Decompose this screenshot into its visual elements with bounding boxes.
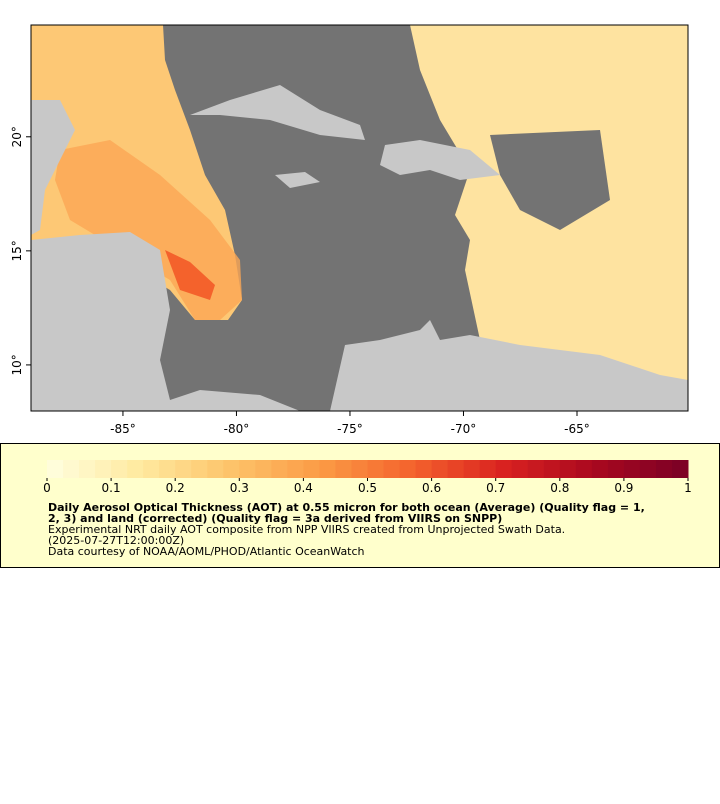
x-tick-label: -70° [451, 422, 477, 436]
colorbar-swatch [639, 460, 657, 478]
colorbar-swatch [111, 460, 128, 478]
colorbar-tick-label: 0.3 [230, 481, 249, 495]
land [330, 320, 688, 411]
caption-line: Experimental NRT daily AOT composite fro… [48, 523, 565, 536]
caption-title: Daily Aerosol Optical Thickness (AOT) at… [48, 501, 645, 514]
map [31, 25, 688, 411]
colorbar-swatch [655, 460, 673, 478]
caption-line: (2025-07-27T12:00:00Z) [48, 534, 184, 547]
land [31, 100, 75, 235]
caption-line: Data courtesy of NOAA/AOML/PHOD/Atlantic… [48, 545, 365, 558]
colorbar-swatch [607, 460, 625, 478]
colorbar-swatch [447, 460, 465, 478]
caption-title: 2, 3) and land (corrected) (Quality flag… [48, 512, 502, 525]
colorbar-swatch [191, 460, 208, 478]
colorbar-swatch [255, 460, 272, 478]
colorbar-tick-label: 0.5 [358, 481, 377, 495]
colorbar-tick-label: 0.9 [614, 481, 633, 495]
colorbar-swatch [287, 460, 304, 478]
colorbar-swatch [159, 460, 176, 478]
land [275, 172, 320, 188]
colorbar-swatch [415, 460, 433, 478]
land [31, 232, 300, 411]
colorbar-swatch [239, 460, 256, 478]
land [380, 140, 500, 180]
aot-high [165, 250, 215, 300]
colorbar-swatch [495, 460, 513, 478]
colorbar-swatch [207, 460, 224, 478]
colorbar-swatch [79, 460, 96, 478]
colorbar-swatch [175, 460, 192, 478]
colorbar-swatch [479, 460, 497, 478]
colorbar-tick-label: 1 [684, 481, 692, 495]
colorbar-swatch [63, 460, 80, 478]
y-tick-label: 10° [10, 354, 24, 375]
colorbar-swatch [367, 460, 385, 478]
colorbar-swatch [511, 460, 529, 478]
colorbar-swatch [303, 460, 320, 478]
y-tick-label: 20° [10, 126, 24, 147]
colorbar-tick-label: 0.7 [486, 481, 505, 495]
colorbar-swatch [671, 460, 689, 478]
colorbar-swatch [335, 460, 352, 478]
colorbar-swatch [383, 460, 401, 478]
colorbar-swatch [623, 460, 641, 478]
colorbar-tick-label: 0.6 [422, 481, 441, 495]
colorbar-tick-label: 0.8 [550, 481, 569, 495]
colorbar-swatch [559, 460, 577, 478]
colorbar-swatch [575, 460, 593, 478]
colorbar-swatch [431, 460, 449, 478]
colorbar-tick-label: 0 [43, 481, 51, 495]
colorbar-tick-label: 0.1 [102, 481, 121, 495]
x-tick-label: -85° [110, 422, 136, 436]
map-frame [30, 24, 689, 412]
y-tick-label: 15° [10, 240, 24, 261]
colorbar-swatch [463, 460, 481, 478]
colorbar-swatch [143, 460, 160, 478]
colorbar-tick-label: 0.2 [166, 481, 185, 495]
colorbar-swatch [271, 460, 288, 478]
colorbar-swatch [223, 460, 240, 478]
x-tick-label: -75° [337, 422, 363, 436]
land [190, 85, 365, 140]
colorbar-swatch [351, 460, 368, 478]
colorbar-swatch [127, 460, 144, 478]
colorbar-swatch [95, 460, 112, 478]
colorbar-swatch [319, 460, 336, 478]
colorbar-tick-label: 0.4 [294, 481, 313, 495]
colorbar-swatch [543, 460, 561, 478]
colorbar-swatch [591, 460, 609, 478]
x-tick-label: -65° [564, 422, 590, 436]
no-data [490, 130, 610, 230]
colorbar-swatch [527, 460, 545, 478]
x-tick-label: -80° [224, 422, 250, 436]
colorbar-swatch [399, 460, 417, 478]
colorbar-swatch [47, 460, 64, 478]
